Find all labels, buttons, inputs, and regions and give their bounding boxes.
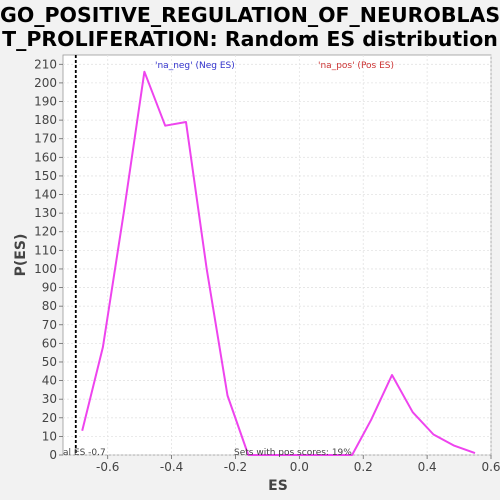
chart-title-line-2: T_PROLIFERATION: Random ES distribution: [2, 27, 498, 51]
y-tick-label: 50: [42, 355, 57, 369]
grid: [63, 55, 492, 456]
y-tick-label: 130: [34, 206, 57, 220]
y-tick-label: 190: [34, 95, 57, 109]
y-tick-label: 100: [34, 262, 57, 276]
y-tick-label: 80: [42, 299, 57, 313]
y-tick-label: 120: [34, 225, 57, 239]
real-es-annotation: al ES -0.7: [63, 448, 106, 458]
chart-title: GO_POSITIVE_REGULATION_OF_NEUROBLAS T_PR…: [0, 3, 500, 51]
y-tick-label: 180: [34, 113, 57, 127]
y-tick-label: 10: [42, 429, 57, 443]
y-tick-label: 200: [34, 76, 57, 90]
y-tick-label: 160: [34, 150, 57, 164]
y-tick-label: 60: [42, 336, 57, 350]
chart-title-line-1: GO_POSITIVE_REGULATION_OF_NEUROBLAS: [0, 3, 500, 27]
legend-item-pos: 'na_pos' (Pos ES): [318, 61, 394, 71]
y-tick-label: 20: [42, 411, 57, 425]
y-tick-label: 170: [34, 132, 57, 146]
x-tick-label: 0.2: [354, 460, 373, 474]
x-axis-label: ES: [268, 478, 288, 494]
plot-area: [62, 54, 492, 456]
y-tick-label: 150: [34, 169, 57, 183]
y-tick-label: 0: [49, 448, 57, 462]
axes: 0 10 20 30 40 50 60 70 80 90 100 110 120 130 140 150 160…: [34, 57, 500, 474]
x-tick-label: 0.4: [418, 460, 437, 474]
series-line-0: [81, 70, 476, 456]
x-tick-label: -0.4: [160, 460, 183, 474]
x-tick-label: -0.6: [96, 460, 119, 474]
y-tick-label: 90: [42, 281, 57, 295]
y-tick-label: 210: [34, 57, 57, 71]
x-tick-label: 0.6: [481, 460, 500, 474]
y-tick-label: 110: [34, 243, 57, 257]
y-axis-label: P(ES): [13, 234, 29, 277]
y-tick-label: 40: [42, 374, 57, 388]
y-tick-label: 140: [34, 188, 57, 202]
y-tick-label: 30: [42, 392, 57, 406]
legend-item-neg: 'na_neg' (Neg ES): [155, 61, 235, 71]
series-layer: [81, 70, 476, 456]
y-tick-label: 70: [42, 318, 57, 332]
x-tick-label: 0.0: [290, 460, 309, 474]
pos-scores-annotation: Sets with pos scores: 19%: [234, 448, 352, 458]
x-tick-label: -0.2: [224, 460, 247, 474]
